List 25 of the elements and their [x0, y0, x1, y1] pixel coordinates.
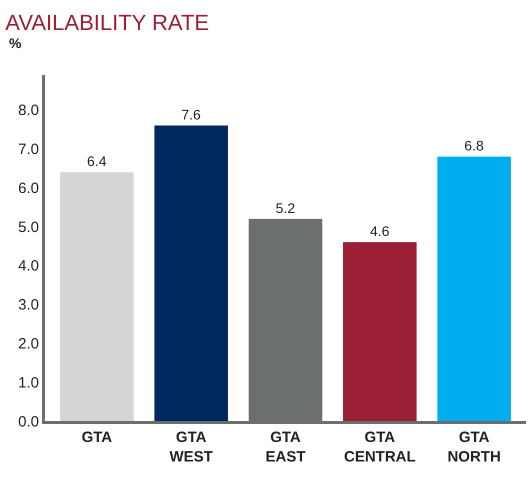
bar	[343, 242, 417, 421]
data-label: 7.6	[181, 106, 202, 123]
data-label: 4.6	[370, 223, 390, 240]
y-tick-label: 6.0	[18, 180, 39, 197]
y-tick-label: 7.0	[18, 141, 39, 158]
bar	[60, 172, 134, 421]
y-tick-label: 0.0	[18, 413, 39, 430]
data-label: 5.2	[276, 200, 296, 216]
y-tick-label: 2.0	[18, 336, 39, 352]
y-tick-label: 5.0	[18, 218, 39, 236]
x-tick-label: GTA CENTRAL	[344, 429, 416, 466]
x-tick-label: GTA WEST	[170, 429, 213, 466]
x-tick-label: GTA NORTH	[447, 429, 501, 466]
chart-title: AVAILABILITY RATE	[5, 10, 210, 35]
bar	[154, 126, 228, 421]
y-tick-label: 1.0	[18, 374, 39, 392]
y-tick-label: 3.0	[18, 296, 39, 314]
x-tick-label: GTA EAST	[265, 429, 306, 466]
x-tick-label: GTA	[82, 429, 112, 446]
data-label: 6.4	[87, 153, 107, 170]
data-label: 6.8	[464, 138, 484, 154]
y-tick-label: 4.0	[18, 258, 39, 275]
bar	[437, 156, 511, 421]
y-tick-label: 8.0	[18, 102, 39, 120]
y-axis-title: %	[9, 35, 22, 51]
